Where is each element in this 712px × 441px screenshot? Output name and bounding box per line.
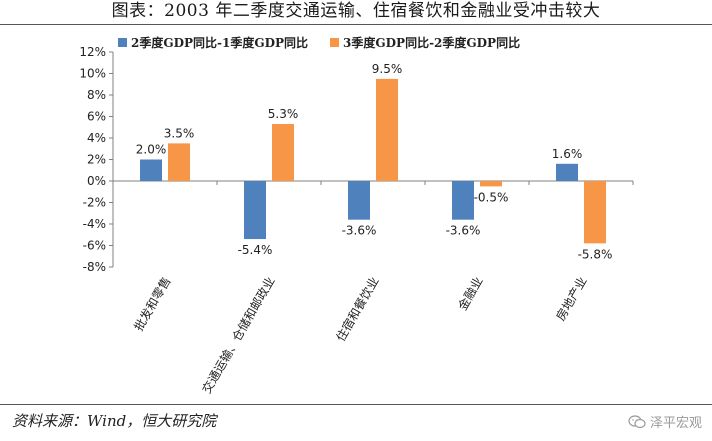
axis-layer: -8% -6% -4% -2% 0% 2% 4% 6% 8% 10% 12% [79, 45, 634, 274]
top-divider [0, 24, 712, 25]
data-label: 1.6% [552, 147, 583, 161]
data-label: -0.5% [474, 190, 509, 204]
bar-series2 [272, 124, 294, 181]
x-category-label: 金融业 [455, 274, 486, 313]
source-note: 资料来源：Wind，恒大研究院 [12, 412, 217, 430]
data-label: 9.5% [372, 62, 403, 76]
x-category-label: 住宿和餐饮业 [333, 274, 382, 344]
data-label: 2.0% [136, 143, 167, 157]
y-tick-label: -4% [83, 217, 106, 231]
y-tick-label: 12% [79, 45, 106, 59]
bottom-divider [0, 404, 712, 405]
data-label: 5.3% [268, 107, 299, 121]
y-tick-label: -6% [83, 239, 106, 253]
data-label: -5.4% [238, 243, 273, 257]
y-tick-label: 6% [87, 110, 106, 124]
legend-item-series1: 2季度GDP同比-1季度GDP同比 [118, 34, 308, 51]
y-tick-label: 4% [87, 131, 106, 145]
bar-series2 [480, 181, 502, 187]
bar-series1 [348, 181, 370, 220]
data-label: -5.8% [578, 247, 613, 261]
y-tick-label: -2% [83, 196, 106, 210]
legend-item-series2: 3季度GDP同比-2季度GDP同比 [330, 34, 520, 51]
bar-series1 [140, 159, 162, 181]
bar-series2 [376, 78, 398, 181]
y-tick-label: 0% [87, 174, 106, 188]
legend-swatch-series2 [330, 38, 340, 47]
x-category-label: 交通运输、仓储和邮政业 [199, 274, 278, 396]
legend-label-series2: 3季度GDP同比-2季度GDP同比 [343, 36, 521, 50]
bar-layer [140, 78, 606, 244]
x-category-label: 房地产业 [553, 274, 590, 323]
bar-series1 [556, 163, 578, 181]
watermark-text: 泽平宏观 [649, 416, 702, 431]
y-tick-label: 2% [87, 153, 106, 167]
label-layer: 2.0% 3.5% 批发和零售 -5.4% 5.3% 交通运输、仓储和邮政业 -3.6% 9.… [131, 62, 613, 396]
bar-series2 [168, 143, 190, 181]
bar-series1 [452, 181, 474, 220]
chart-title: 图表：2003 年二季度交通运输、住宿餐饮和金融业受冲击较大 [111, 1, 601, 21]
bar-series2 [584, 181, 606, 244]
data-label: -3.6% [342, 224, 377, 238]
data-label: -3.6% [446, 224, 481, 238]
x-category-label: 批发和零售 [131, 274, 174, 333]
bar-series1 [244, 181, 266, 240]
y-tick-label: 8% [87, 88, 106, 102]
y-tick-label: 10% [79, 67, 106, 81]
wechat-icon [628, 414, 646, 428]
y-tick-label: -8% [83, 260, 106, 274]
legend: 2季度GDP同比-1季度GDP同比 3季度GDP同比-2季度GDP同比 [118, 34, 520, 51]
watermark: 泽平宏观 [628, 412, 702, 431]
data-label: 3.5% [164, 126, 195, 140]
legend-label-series1: 2季度GDP同比-1季度GDP同比 [131, 36, 309, 50]
legend-swatch-series1 [118, 38, 127, 47]
